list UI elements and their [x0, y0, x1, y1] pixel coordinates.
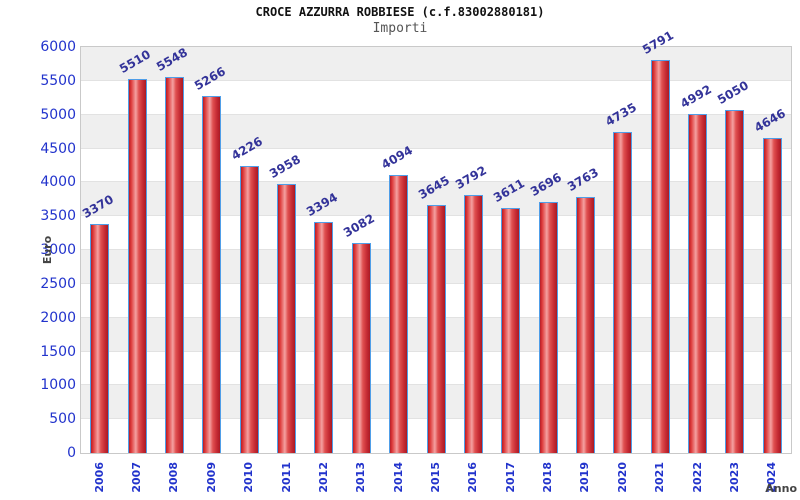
x-tick-label: 2012	[316, 462, 330, 493]
x-tick-label: 2019	[578, 462, 592, 493]
x-tick-label: 2009	[204, 462, 218, 493]
x-tick-label: 2008	[167, 462, 181, 493]
x-tick-label: 2018	[541, 462, 555, 493]
x-tick-label: 2015	[429, 462, 442, 493]
chart-title: CROCE AZZURRA ROBBIESE (c.f.83002880181)	[255, 5, 545, 19]
y-tick-label: 3000	[40, 242, 76, 258]
y-tick-label: 2000	[40, 309, 76, 326]
x-axis-title: Anno	[765, 482, 797, 495]
x-tick-label: 2014	[391, 462, 405, 493]
bar	[239, 166, 259, 453]
bar	[351, 243, 371, 453]
gridline	[81, 147, 791, 149]
plot-band	[81, 80, 791, 115]
bar	[725, 110, 745, 453]
plot-area: 3370 5510 5548 5266 4226 3958 3394 3082 4094 3645…	[80, 28, 792, 454]
x-tick-label: 2010	[242, 462, 256, 493]
bar	[688, 114, 708, 453]
x-tick-label: 2016	[466, 462, 480, 493]
y-tick-label: 3500	[40, 208, 76, 225]
x-tick-label: 2017	[503, 462, 517, 493]
y-axis-title: Euro	[41, 235, 54, 265]
plot-band	[81, 148, 791, 183]
gridline	[81, 79, 791, 81]
x-tick-label: 2021	[653, 462, 667, 493]
bar	[164, 76, 184, 453]
bar	[389, 174, 409, 453]
x-tick-label: 2023	[727, 462, 741, 493]
y-tick-label: 500	[49, 411, 76, 428]
y-tick-label: 0	[67, 445, 76, 461]
x-tick-label: 2020	[615, 462, 629, 493]
x-tick-label: 2011	[279, 462, 293, 493]
bar	[538, 201, 558, 453]
x-tick-label: 2006	[92, 462, 106, 493]
bar	[463, 195, 483, 453]
y-tick-label: 4000	[40, 174, 76, 191]
gridline	[81, 181, 791, 183]
y-tick-label: 1000	[40, 377, 76, 394]
plot-band	[81, 47, 791, 81]
bar	[501, 207, 521, 453]
bar	[613, 131, 633, 453]
plot-band	[81, 114, 791, 149]
x-tick-label: 2013	[354, 462, 368, 493]
bar	[202, 95, 222, 453]
y-tick-label: 4500	[40, 140, 76, 157]
y-tick-label: 5500	[40, 72, 76, 89]
bar	[277, 184, 297, 453]
bar	[650, 60, 670, 453]
x-tick-label: 2022	[690, 462, 704, 493]
bar	[426, 205, 446, 453]
bar	[314, 222, 334, 453]
bar	[575, 197, 595, 453]
y-tick-label: 1500	[40, 343, 76, 360]
bar	[90, 223, 110, 453]
x-tick-label: 2007	[130, 462, 144, 493]
y-tick-label: 5000	[40, 106, 76, 123]
bar	[762, 137, 782, 453]
y-tick-label: 6000	[40, 39, 76, 55]
gridline	[81, 113, 791, 115]
y-tick-label: 2500	[40, 275, 76, 292]
chart-subtitle: Importi	[372, 21, 428, 36]
bar	[127, 79, 147, 453]
